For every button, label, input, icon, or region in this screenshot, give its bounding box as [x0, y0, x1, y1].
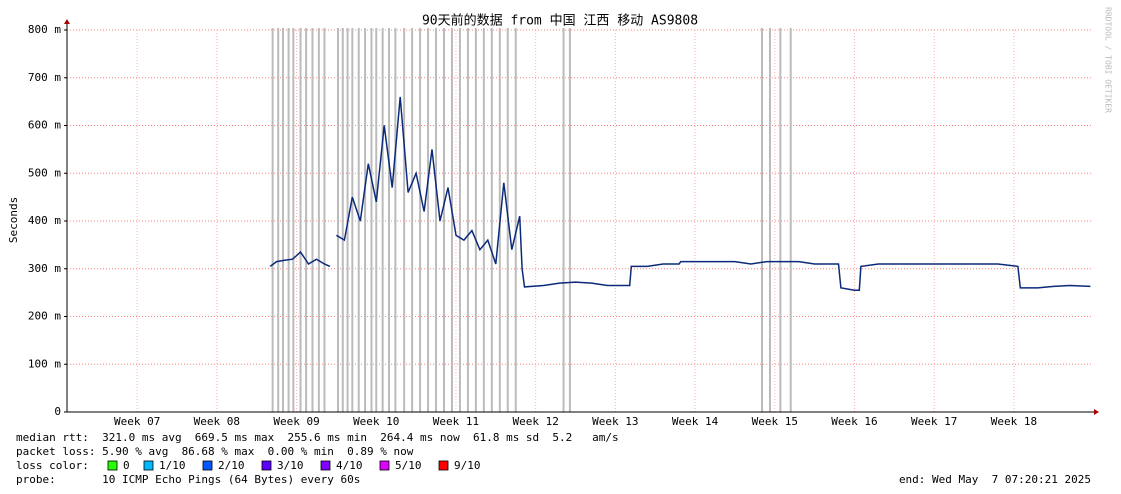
- x-tick-label: Week 10: [353, 415, 399, 428]
- x-tick-label: Week 14: [672, 415, 719, 428]
- y-tick-label: 700 m: [28, 71, 61, 84]
- watermark: RRDTOOL / TOBI OETIKER: [1104, 7, 1113, 113]
- y-tick-label: 500 m: [28, 166, 61, 179]
- plot: [269, 28, 1091, 412]
- probe: probe: 10 ICMP Echo Pings (64 Bytes) eve…: [16, 473, 360, 486]
- x-tick-label: Week 17: [911, 415, 957, 428]
- loss-swatch: [320, 460, 331, 471]
- y-tick-label: 100 m: [28, 357, 61, 370]
- x-arrow: [1094, 409, 1099, 415]
- loss-swatch-label: 0: [123, 459, 130, 472]
- x-tick-label: Week 16: [831, 415, 877, 428]
- stats-line: packet loss: 5.90 % avg 86.68 % max 0.00…: [16, 445, 414, 458]
- loss-swatch-label: 4/10: [336, 459, 363, 472]
- y-tick-label: 200 m: [28, 310, 61, 323]
- loss-swatch-label: 1/10: [159, 459, 186, 472]
- loss-swatch: [379, 460, 390, 471]
- y-arrow: [64, 19, 70, 24]
- x-tick-label: Week 15: [752, 415, 798, 428]
- x-tick-label: Week 08: [194, 415, 240, 428]
- y-tick-label: 800 m: [28, 23, 61, 36]
- end-time: end: Wed May 7 07:20:21 2025: [899, 473, 1091, 486]
- loss-swatch-label: 3/10: [277, 459, 304, 472]
- loss-swatch: [438, 460, 449, 471]
- loss-swatch-label: 5/10: [395, 459, 422, 472]
- median-line: [269, 250, 331, 268]
- loss-swatch: [107, 460, 118, 471]
- y-axis-label: Seconds: [7, 197, 20, 243]
- stats-line: median rtt: 321.0 ms avg 669.5 ms max 25…: [16, 431, 619, 444]
- x-tick-label: Week 11: [433, 415, 479, 428]
- y-tick-label: 600 m: [28, 119, 61, 132]
- loss-swatch-label: 9/10: [454, 459, 481, 472]
- loss-color-label: loss color:: [16, 459, 89, 472]
- loss-swatch-label: 2/10: [218, 459, 245, 472]
- loss-swatch: [261, 460, 272, 471]
- x-tick-label: Week 09: [273, 415, 319, 428]
- chart-title: 90天前的数据 from 中国 江西 移动 AS9808: [422, 13, 698, 29]
- axes: [64, 19, 1099, 415]
- loss-swatch: [143, 460, 154, 471]
- x-tick-label: Week 13: [592, 415, 638, 428]
- median-line: [336, 96, 1091, 291]
- x-tick-label: Week 12: [512, 415, 558, 428]
- y-tick-label: 400 m: [28, 214, 61, 227]
- y-tick-label: 300 m: [28, 262, 61, 275]
- loss-swatch: [202, 460, 213, 471]
- x-tick-label: Week 18: [991, 415, 1037, 428]
- y-tick-label: 0: [54, 405, 61, 418]
- x-tick-label: Week 07: [114, 415, 160, 428]
